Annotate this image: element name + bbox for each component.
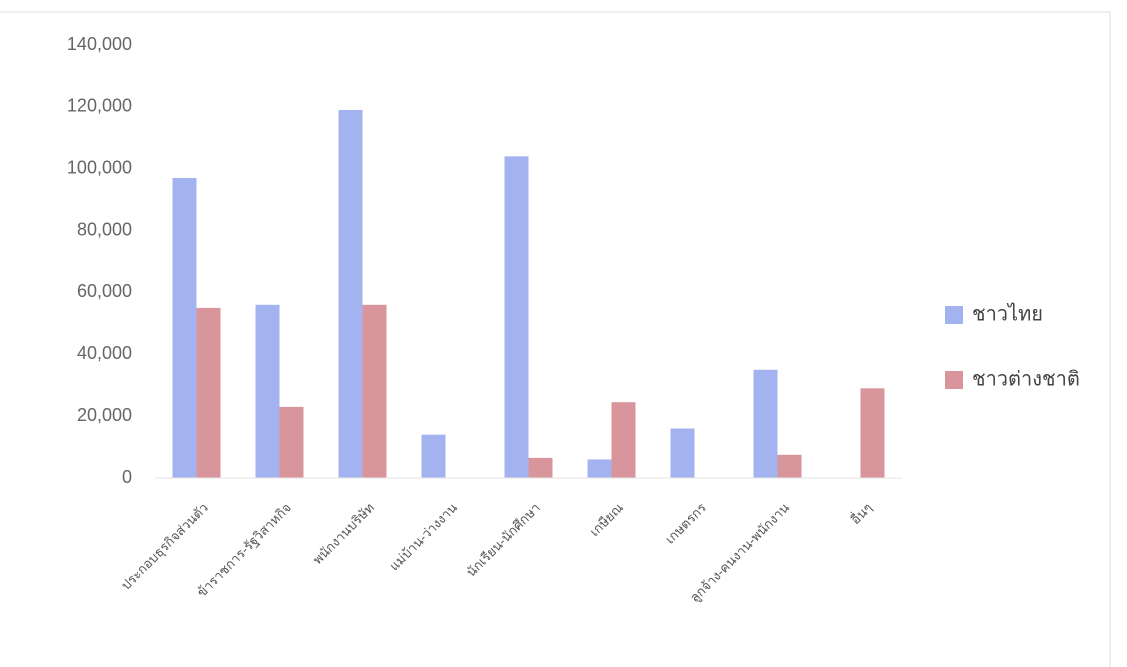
bar [421,434,446,478]
bar [196,307,221,478]
y-tick-label: 40,000 [77,343,132,363]
bar [860,388,885,478]
legend-label: ชาวไทย [972,302,1043,325]
bar [172,177,197,478]
bar [528,457,553,478]
bar [587,459,612,478]
legend-swatch [945,371,963,389]
legend-swatch [945,306,963,324]
bar [753,369,778,478]
y-tick-label: 60,000 [77,281,132,301]
bar [611,402,636,478]
bar [338,109,363,478]
bar [670,428,695,478]
legend-label: ชาวต่างชาติ [972,368,1080,390]
bar [279,406,304,478]
y-tick-label: 140,000 [67,34,132,54]
y-tick-label: 0 [122,467,132,487]
y-tick-label: 120,000 [67,96,132,116]
y-tick-label: 100,000 [67,157,132,177]
y-tick-label: 80,000 [77,219,132,239]
bar [777,454,802,478]
bar [255,304,280,478]
y-tick-label: 20,000 [77,405,132,425]
bar [362,304,387,478]
bar [504,156,529,479]
